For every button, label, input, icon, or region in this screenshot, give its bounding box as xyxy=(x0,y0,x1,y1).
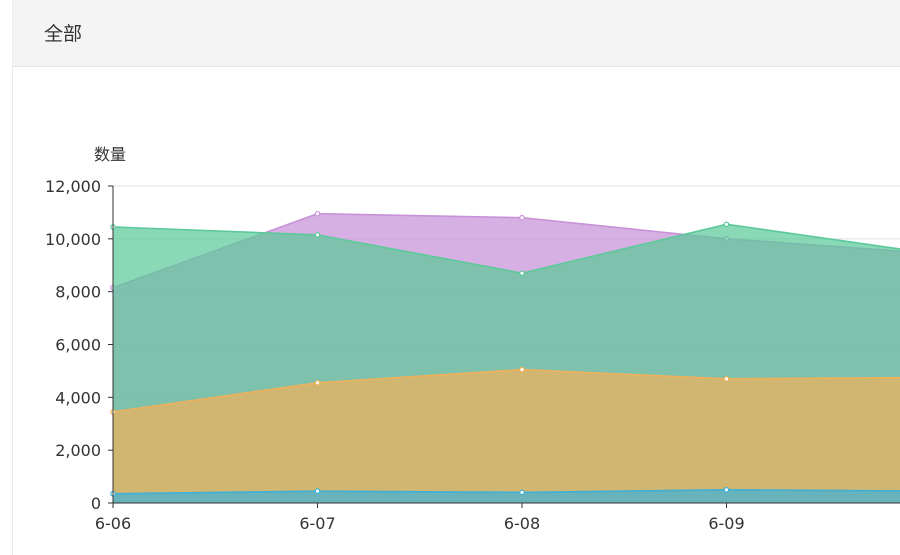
data-point xyxy=(314,380,321,386)
panel-title: 全部 xyxy=(44,23,83,45)
series-area-2 xyxy=(113,369,900,503)
y-tick-label: 2,000 xyxy=(55,441,101,460)
y-tick-label: 10,000 xyxy=(45,230,101,249)
x-tick-label: 6-09 xyxy=(708,514,744,533)
x-tick-label: 6-07 xyxy=(299,514,335,533)
data-point xyxy=(519,366,525,373)
data-point xyxy=(519,489,525,496)
y-tick-label: 4,000 xyxy=(55,388,101,407)
y-tick-label: 12,000 xyxy=(45,177,101,196)
data-point xyxy=(723,486,730,493)
series-area-3 xyxy=(113,489,900,503)
y-axis-label: 数量 xyxy=(94,145,126,164)
data-point xyxy=(723,376,730,382)
data-point xyxy=(314,488,321,494)
y-tick-label: 6,000 xyxy=(55,336,101,355)
data-point xyxy=(314,210,321,217)
data-point xyxy=(314,232,321,238)
y-tick-label: 0 xyxy=(91,494,101,513)
x-tick-label: 6-06 xyxy=(95,514,131,533)
x-tick-label: 6-08 xyxy=(504,514,540,533)
data-point xyxy=(519,270,525,276)
y-tick-label: 8,000 xyxy=(55,283,101,302)
data-point xyxy=(519,214,525,221)
panel-header: 全部 xyxy=(13,0,900,67)
data-point xyxy=(723,221,730,228)
